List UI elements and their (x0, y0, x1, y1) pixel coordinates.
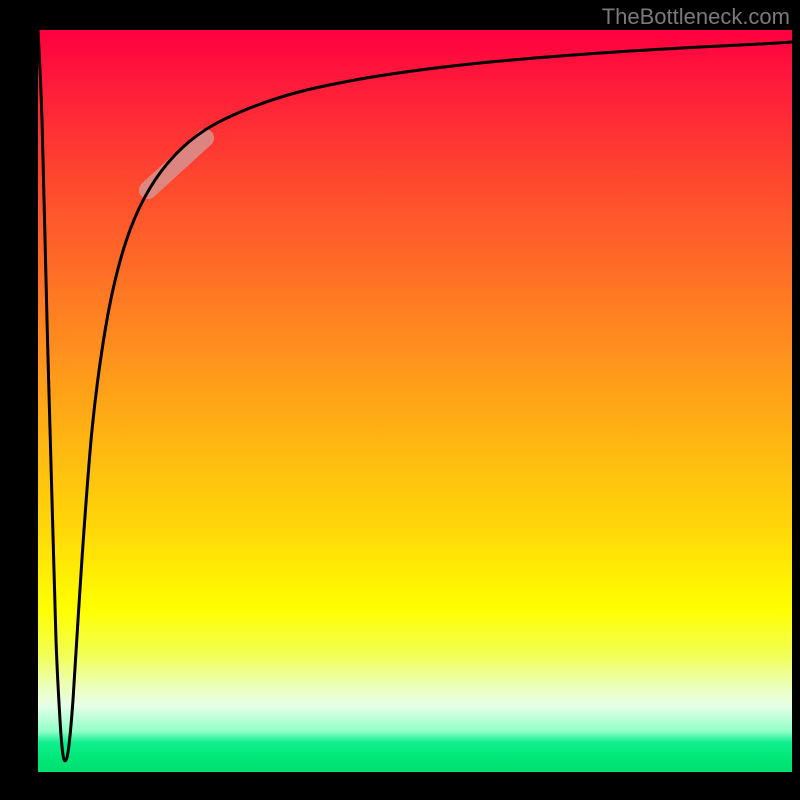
bottleneck-chart: TheBottleneck.com (0, 0, 800, 800)
chart-svg (0, 0, 800, 800)
watermark-text: TheBottleneck.com (602, 4, 790, 30)
plot-background (38, 30, 792, 772)
